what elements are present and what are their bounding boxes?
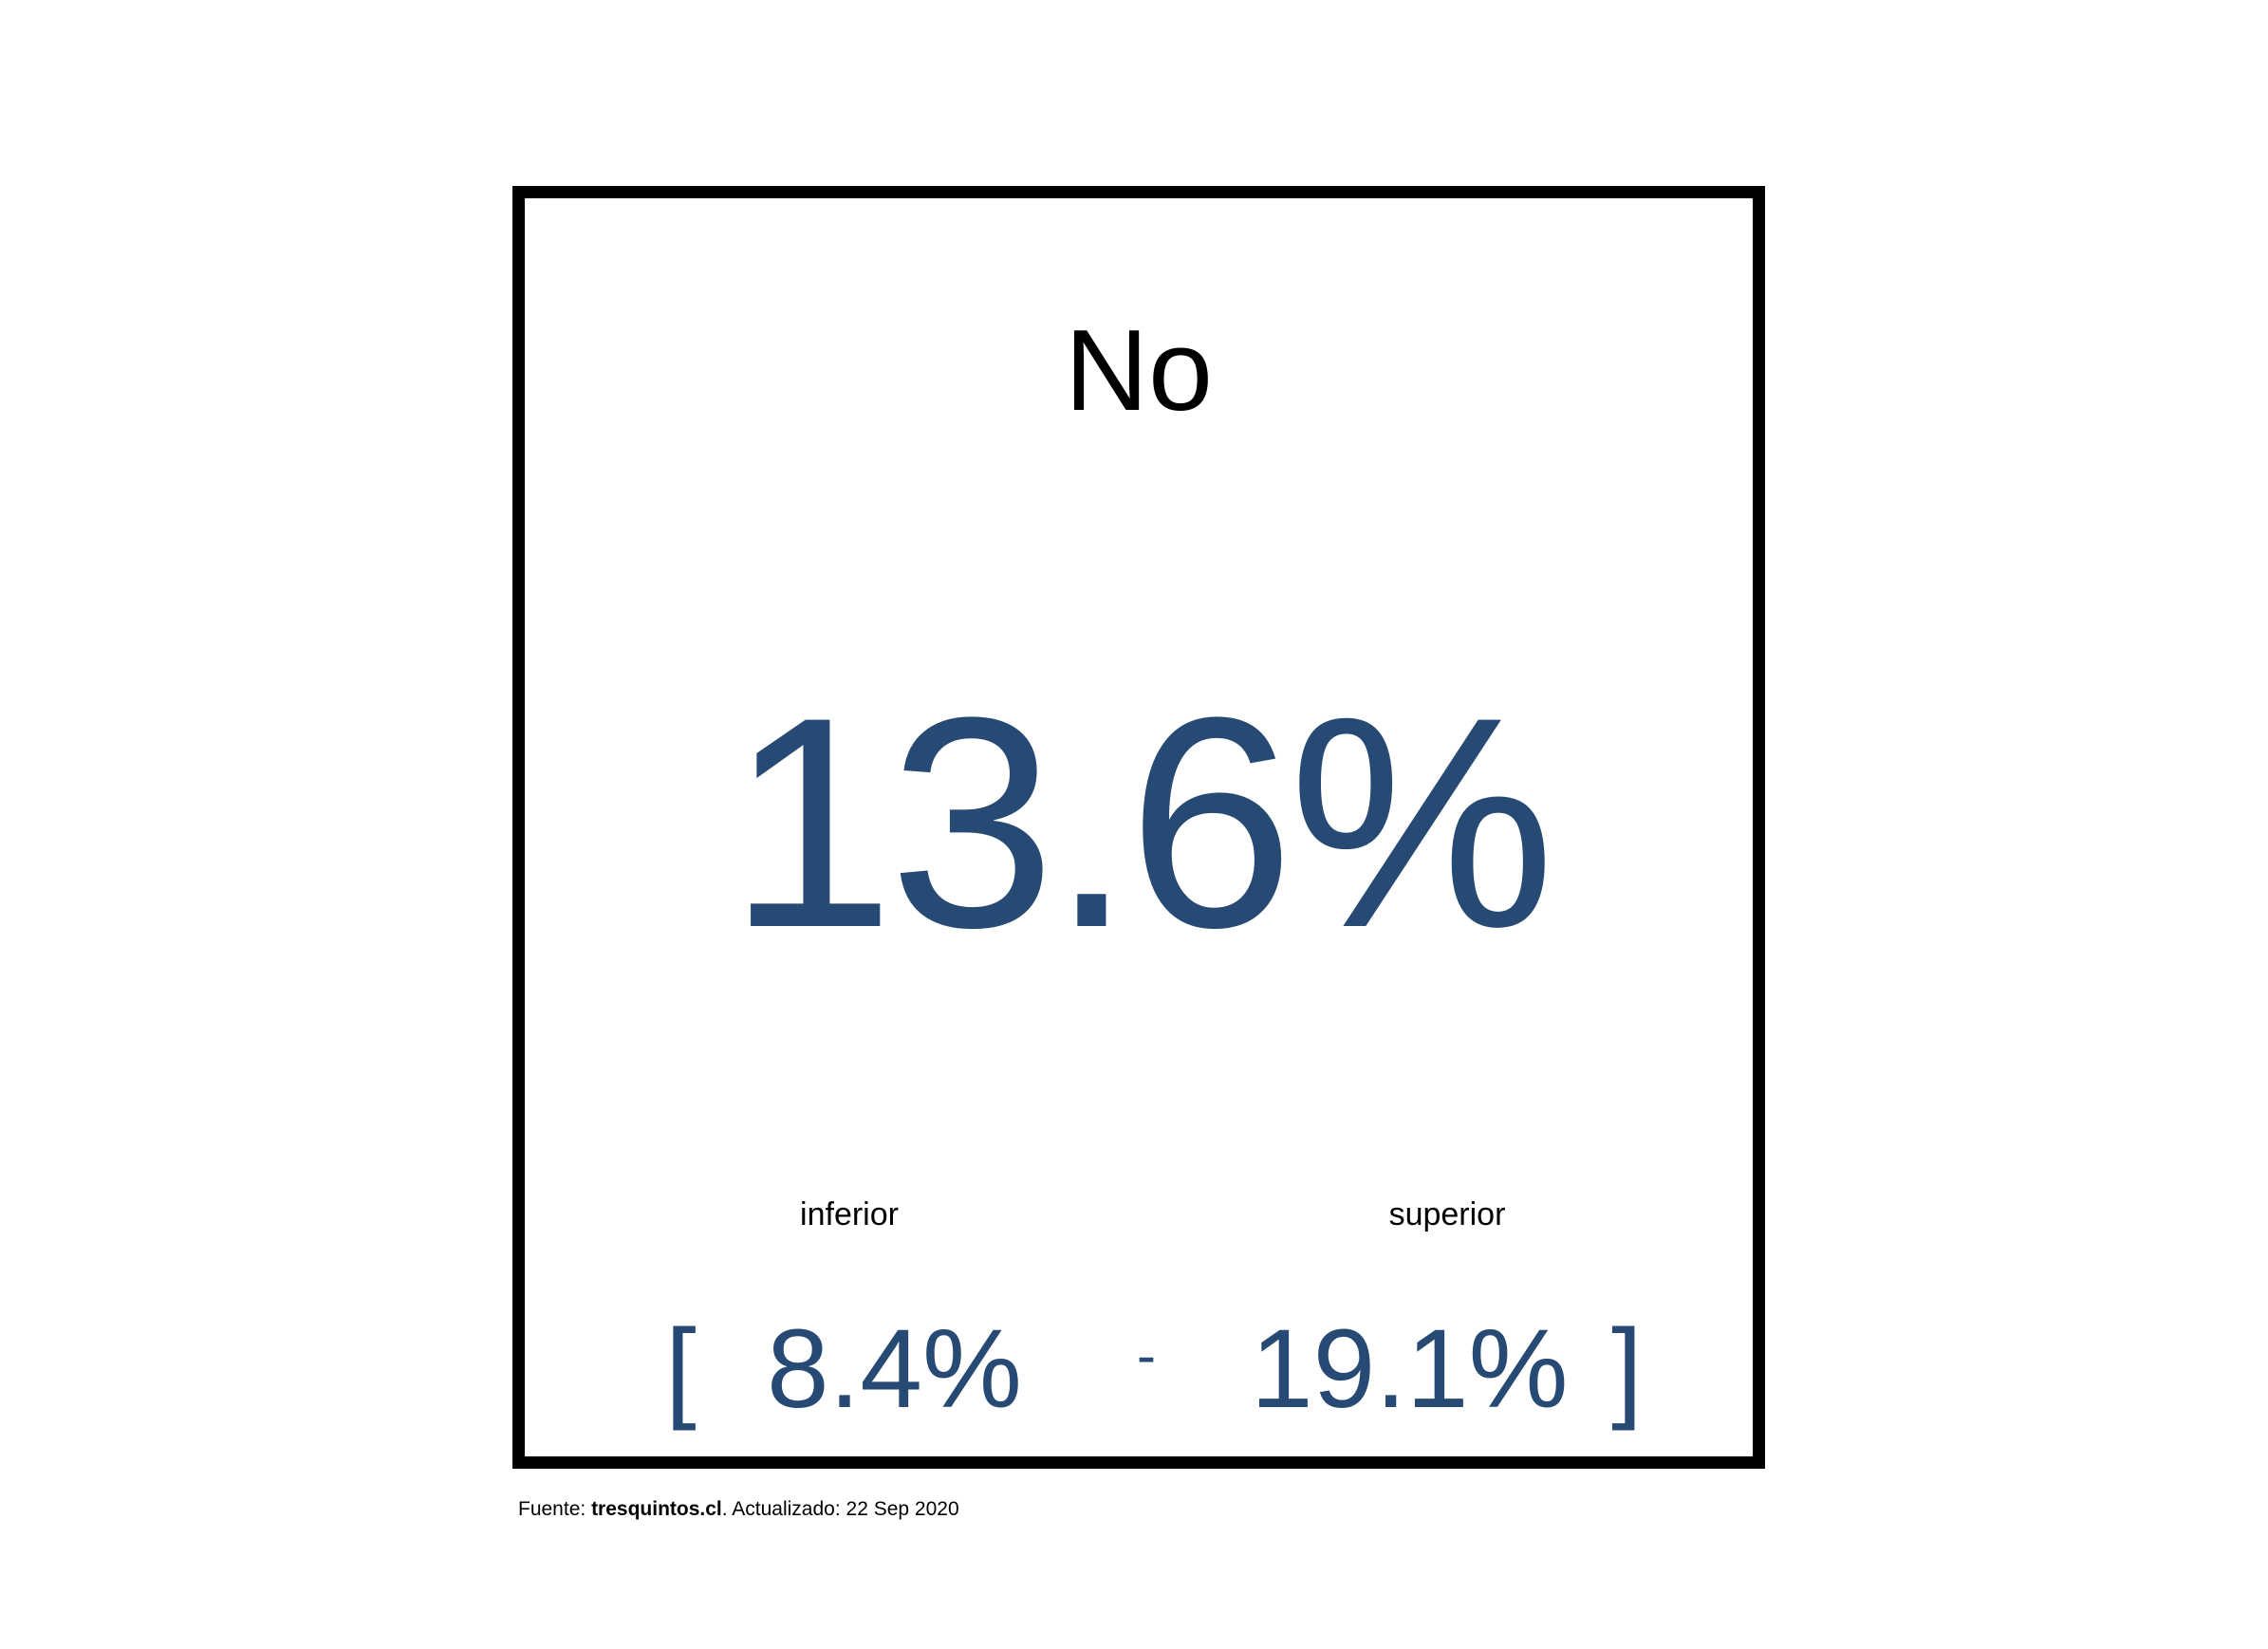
source-suffix: . Actualizado: 22 Sep 2020 xyxy=(721,1498,959,1520)
source-name: tresquintos.cl xyxy=(591,1498,722,1520)
estimate-card: No 13.6% inferior superior [ 8.4% - 19.1… xyxy=(512,186,1765,1469)
range-bracket-open: [ xyxy=(665,1306,697,1432)
lower-bound-value: 8.4% xyxy=(767,1306,1022,1432)
lower-bound-label: inferior xyxy=(800,1196,899,1232)
option-title: No xyxy=(1065,306,1213,435)
upper-bound-label: superior xyxy=(1388,1196,1506,1232)
range-separator: - xyxy=(1137,1324,1156,1387)
source-prefix: Fuente: xyxy=(518,1498,592,1520)
source-footer: Fuente: tresquintos.cl. Actualizado: 22 … xyxy=(518,1499,959,1519)
main-estimate-value: 13.6% xyxy=(727,655,1555,990)
upper-bound-value: 19.1% xyxy=(1251,1306,1569,1432)
range-bracket-close: ] xyxy=(1611,1306,1643,1432)
